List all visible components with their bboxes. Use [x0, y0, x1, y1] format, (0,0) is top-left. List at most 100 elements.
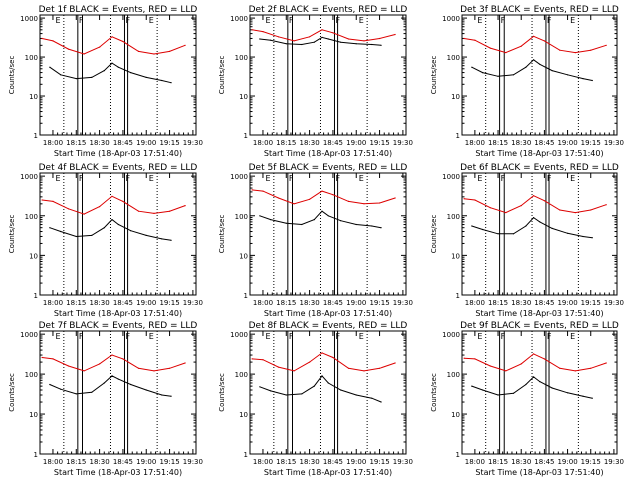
data-point-lld	[520, 363, 522, 365]
x-tick-label: 18:15	[276, 458, 296, 466]
interval-marker-letter: F	[335, 332, 340, 341]
data-point-events	[355, 394, 357, 396]
y-tick-label: 10	[29, 93, 38, 101]
data-point-lld	[262, 359, 264, 361]
y-tick-label: 10	[239, 252, 248, 260]
panel-8: Det 8f BLACK = Events, RED = LLD Counts/s…	[218, 321, 413, 477]
data-point-events	[512, 233, 515, 235]
x-tick-label: 18:00	[43, 139, 63, 147]
interval-marker-letter: E	[477, 332, 482, 341]
interval-marker-letter: E	[149, 332, 154, 341]
x-tick-label: 18:45	[323, 299, 343, 307]
panel-4: Det 4f BLACK = Events, RED = LLD Counts/s…	[8, 163, 203, 318]
y-tick-label: 10	[451, 411, 460, 419]
y-tick-label: 10	[29, 411, 38, 419]
data-point-lld	[394, 362, 396, 364]
data-point-events	[170, 239, 172, 241]
data-point-lld	[122, 358, 124, 360]
x-tick-label: 18:15	[488, 458, 508, 466]
data-point-lld	[309, 198, 311, 200]
data-point-lld	[574, 370, 576, 372]
data-point-events	[582, 395, 584, 397]
data-point-events	[285, 394, 287, 396]
data-point-lld	[321, 352, 323, 354]
series-line-lld	[464, 195, 607, 214]
series-line-lld	[42, 354, 186, 372]
y-tick-label: 100	[25, 371, 38, 379]
data-point-lld	[590, 49, 592, 51]
data-point-lld	[332, 356, 334, 359]
data-point-lld	[533, 353, 535, 355]
x-tick-label: 19:00	[136, 139, 156, 147]
data-point-lld	[347, 367, 350, 369]
data-point-lld	[251, 29, 253, 31]
interval-marker-letter: E	[149, 16, 154, 25]
panel-title: Det 2f BLACK = Events, RED = LLD	[249, 5, 408, 15]
data-point-lld	[347, 38, 350, 40]
data-point-events	[321, 375, 323, 377]
data-point-lld	[262, 31, 264, 33]
y-tick-label: 10	[239, 411, 248, 419]
x-tick-label: 18:45	[534, 299, 554, 307]
x-tick-label: 19:15	[581, 299, 601, 307]
x-axis-label: Start Time (18-Apr-03 17:51:40)	[54, 149, 182, 158]
panel-title: Det 7f BLACK = Events, RED = LLD	[39, 321, 198, 331]
data-point-lld	[489, 47, 491, 49]
panel-9: Det 9f BLACK = Events, RED = LLD Counts/s…	[430, 321, 624, 477]
panel-title: Det 3f BLACK = Events, RED = LLD	[460, 5, 619, 15]
data-point-events	[270, 390, 272, 392]
data-point-lld	[111, 36, 113, 38]
data-point-lld	[262, 190, 264, 192]
data-point-events	[497, 233, 499, 235]
data-point-events	[471, 66, 473, 68]
data-point-lld	[41, 37, 43, 40]
data-point-lld	[394, 33, 396, 36]
data-point-events	[91, 234, 93, 236]
data-point-events	[327, 215, 329, 217]
x-tick-label: 18:30	[511, 299, 531, 307]
x-tick-label: 19:15	[369, 299, 389, 307]
x-tick-label: 18:45	[113, 458, 133, 466]
data-point-events	[111, 62, 113, 64]
y-tick-label: 1	[34, 451, 38, 459]
x-tick-label: 19:00	[346, 458, 366, 466]
data-point-events	[591, 237, 593, 239]
y-axis-label: Counts/sec	[218, 215, 226, 254]
data-point-events	[145, 389, 147, 391]
data-point-events	[103, 70, 105, 72]
data-point-lld	[184, 362, 186, 364]
data-point-lld	[169, 210, 171, 212]
series-line-lld	[464, 353, 607, 372]
data-point-events	[170, 395, 172, 397]
data-point-events	[497, 394, 499, 396]
data-point-lld	[559, 209, 561, 211]
data-point-lld	[474, 199, 476, 201]
x-tick-label: 19:00	[557, 458, 577, 466]
data-point-events	[49, 227, 51, 229]
data-point-events	[285, 222, 287, 224]
data-point-events	[551, 70, 553, 72]
x-tick-label: 18:15	[488, 139, 508, 147]
x-axis-label: Start Time (18-Apr-03 17:51:40)	[264, 149, 392, 158]
data-point-lld	[321, 29, 323, 31]
data-point-lld	[137, 367, 140, 369]
data-point-events	[327, 38, 329, 40]
data-point-lld	[559, 49, 561, 51]
panel-title: Det 1f BLACK = Events, RED = LLD	[39, 5, 198, 15]
data-point-lld	[293, 203, 295, 205]
interval-marker-letter: F	[125, 16, 130, 25]
data-point-events	[130, 230, 132, 232]
panel-6: Det 6f BLACK = Events, RED = LLD Counts/s…	[430, 163, 624, 318]
interval-marker-letter: E	[266, 174, 271, 183]
data-point-events	[340, 389, 342, 391]
data-point-lld	[153, 212, 155, 214]
data-point-lld	[111, 354, 113, 356]
data-point-events	[380, 44, 382, 46]
data-point-events	[533, 376, 535, 378]
x-tick-label: 19:30	[393, 458, 413, 466]
data-point-lld	[347, 200, 350, 202]
data-point-lld	[137, 210, 140, 212]
data-point-lld	[590, 209, 592, 211]
data-point-lld	[379, 367, 381, 369]
